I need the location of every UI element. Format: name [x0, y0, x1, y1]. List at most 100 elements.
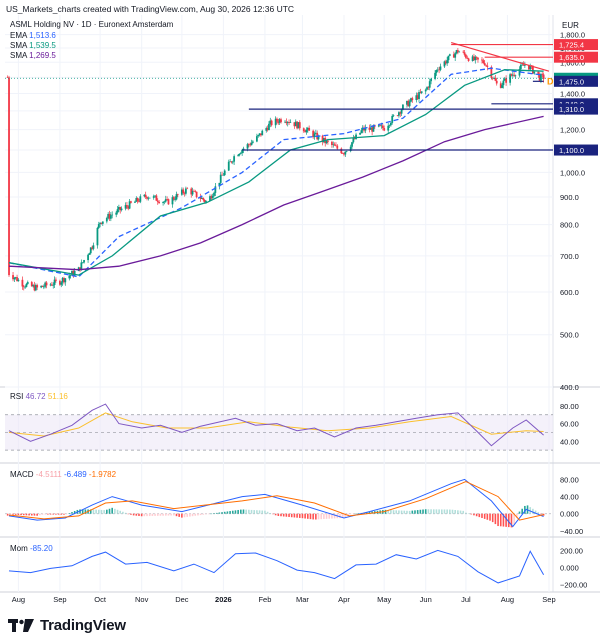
candle-body: [186, 188, 189, 190]
candle-body: [218, 182, 221, 187]
histogram-bar: [97, 509, 100, 514]
candle-body: [280, 119, 282, 123]
histogram-bar: [524, 505, 526, 514]
candle-body: [99, 222, 102, 225]
candle-body: [92, 245, 95, 249]
histogram-bar: [151, 513, 154, 516]
candle-body: [71, 271, 73, 275]
histogram-bar: [491, 513, 494, 523]
histogram-bar: [462, 510, 465, 514]
candle-body: [454, 53, 457, 58]
candle-body: [448, 54, 451, 56]
histogram-bar: [100, 509, 103, 514]
histogram-bar: [132, 513, 135, 516]
candle-body: [444, 61, 447, 64]
time-tick-label: Feb: [258, 595, 271, 604]
sma-fast-value: 1,539.5: [29, 41, 56, 50]
histogram-bar: [215, 512, 218, 514]
histogram-bar: [516, 513, 518, 518]
currency-label: EUR: [562, 21, 579, 30]
histogram-bar: [245, 509, 247, 514]
candle-body: [55, 279, 57, 281]
candle-body: [25, 283, 28, 287]
level-label-box: [554, 144, 598, 156]
candle-body: [115, 212, 118, 215]
candle-body: [475, 56, 478, 58]
time-tick-label: Jul: [461, 595, 471, 604]
candle-body: [191, 190, 194, 195]
candle-body: [415, 95, 418, 101]
rsi-ma-value: 51.16: [47, 392, 68, 401]
histogram-bar: [194, 513, 197, 516]
histogram-bar: [432, 509, 435, 514]
histogram-bar: [408, 510, 411, 514]
candle-body: [424, 89, 427, 92]
candle-body: [474, 56, 477, 61]
candle-body: [219, 174, 222, 183]
candle-body: [257, 135, 260, 137]
candle-body: [502, 80, 505, 86]
candle-body: [184, 188, 187, 194]
candle-body: [147, 197, 150, 199]
candle-body: [288, 121, 290, 123]
histogram-bar: [173, 513, 175, 516]
candle-body: [491, 77, 494, 79]
candle-body: [6, 77, 9, 78]
candle-body: [124, 205, 127, 209]
histogram-bar: [89, 509, 92, 514]
histogram-bar: [164, 513, 167, 516]
candle-body: [274, 118, 277, 126]
macd-hist-value: -4.5111: [35, 470, 62, 479]
candle-body: [336, 145, 339, 149]
candle-body: [265, 128, 268, 131]
candle-body: [435, 70, 438, 73]
candle-body: [13, 277, 16, 280]
candle-body: [540, 74, 542, 81]
candle-body: [60, 282, 63, 285]
histogram-bar: [537, 512, 540, 514]
candle-body: [305, 129, 308, 133]
symbol-legend: ASML Holding NV · 1D · Euronext Amsterda…: [10, 20, 173, 30]
histogram-bar: [467, 513, 470, 515]
candle-body: [136, 198, 139, 202]
histogram-bar: [65, 513, 68, 515]
candle-body: [341, 153, 344, 154]
histogram-bar: [213, 513, 215, 514]
sma-slow-name: SMA: [10, 51, 27, 60]
candle-body: [30, 282, 33, 287]
histogram-bar: [534, 510, 537, 514]
macd-tick-label: 80.00: [560, 475, 579, 484]
candle-body: [276, 118, 278, 122]
candle-body: [511, 74, 514, 76]
histogram-bar: [242, 509, 245, 514]
histogram-bar: [427, 509, 430, 514]
histogram-bar: [465, 512, 467, 514]
histogram-bar: [122, 511, 124, 514]
candle-body: [251, 141, 254, 143]
candle-body: [383, 128, 386, 131]
time-tick-label: Aug: [12, 595, 25, 604]
histogram-bar: [25, 513, 28, 516]
candle-body: [312, 130, 315, 138]
histogram-bar: [156, 513, 159, 516]
candle-body: [96, 227, 99, 246]
histogram-bar: [347, 513, 349, 516]
histogram-bar: [106, 509, 108, 514]
time-tick-label: Oct: [94, 595, 107, 604]
candle-body: [351, 142, 353, 147]
histogram-bar: [384, 509, 387, 514]
candle-body: [266, 128, 269, 131]
candle-body: [343, 153, 345, 155]
candle-body: [72, 271, 75, 276]
candle-body: [541, 74, 544, 75]
histogram-bar: [68, 513, 71, 514]
rsi-legend: RSI 46.72 51.16: [10, 392, 68, 402]
footer: TradingView: [8, 617, 126, 634]
macd-value: -6.489: [63, 470, 87, 479]
histogram-bar: [162, 513, 164, 516]
candle-body: [26, 282, 29, 284]
histogram-bar: [9, 513, 12, 515]
candle-body: [116, 209, 119, 213]
histogram-bar: [470, 513, 473, 515]
candle-body: [379, 125, 382, 126]
